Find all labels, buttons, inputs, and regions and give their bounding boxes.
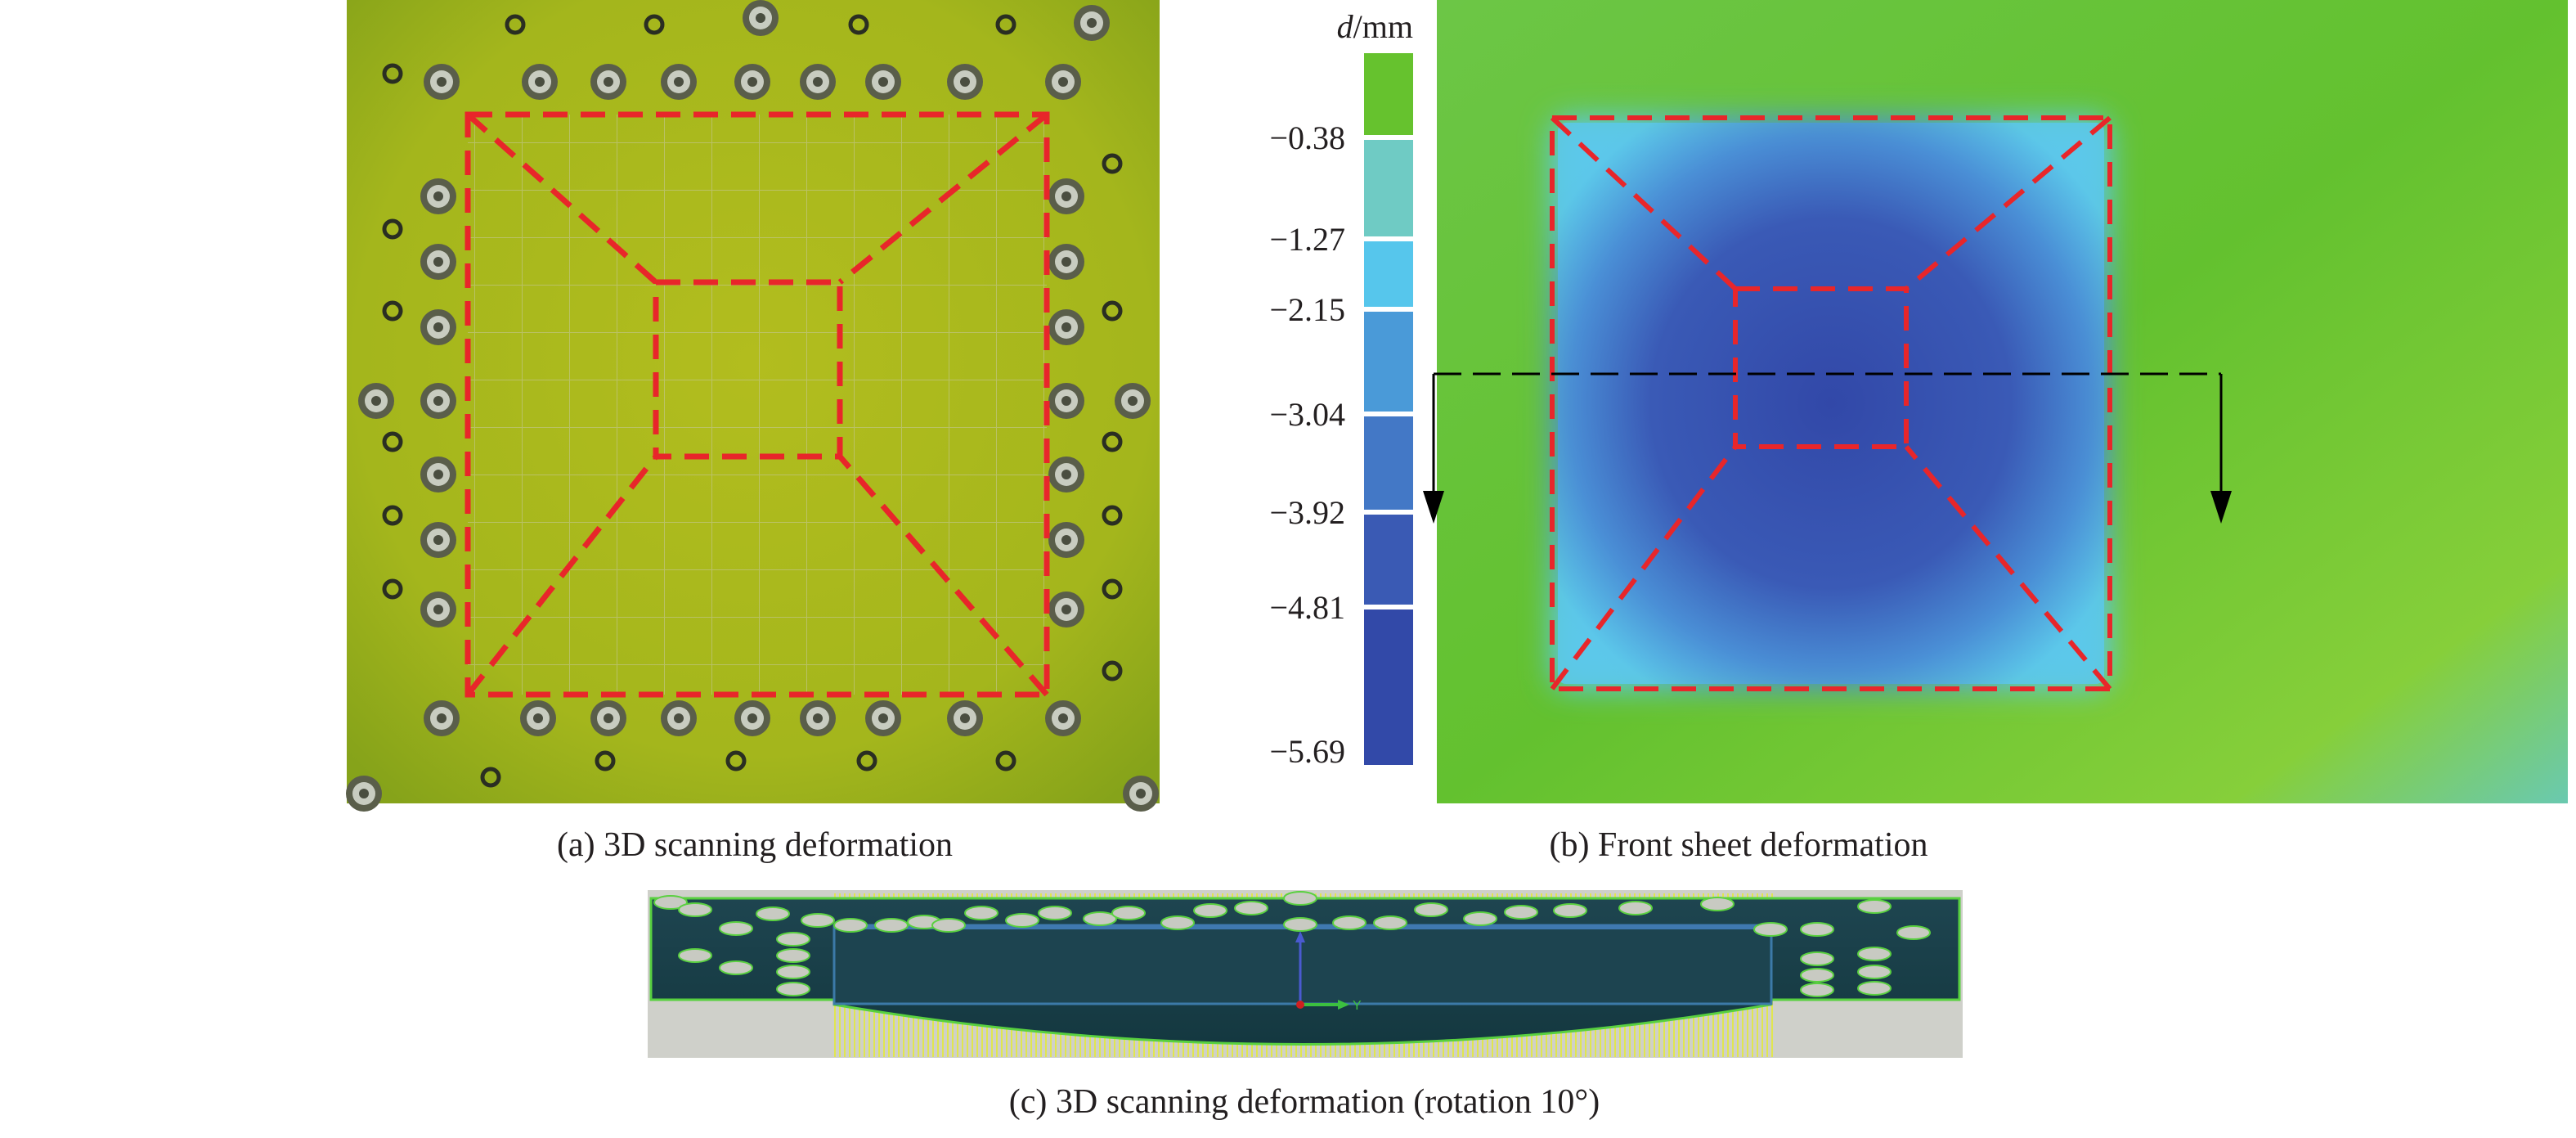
colorbar-blocks xyxy=(1364,53,1413,765)
marker-hole xyxy=(1618,901,1653,915)
hole-ring-icon xyxy=(1102,153,1123,174)
marker-hole xyxy=(1753,922,1788,937)
marker-hole xyxy=(1038,906,1072,920)
hole-ring-icon xyxy=(725,750,747,771)
red-dashed-outline-b xyxy=(1550,115,2112,691)
colorbar-block xyxy=(1364,140,1413,236)
hole-ring-icon xyxy=(848,14,869,35)
marker-hole xyxy=(1463,911,1497,926)
axis-y-label: Y xyxy=(1353,999,1362,1013)
marker-hole xyxy=(801,913,835,928)
hole-ring-icon xyxy=(382,431,403,452)
marker-hole xyxy=(1857,965,1892,979)
hole-ring-icon xyxy=(1102,431,1123,452)
marker-hole xyxy=(1160,915,1195,930)
hole-ring-icon xyxy=(505,14,526,35)
colorbar-block xyxy=(1364,515,1413,605)
marker-hole xyxy=(776,948,810,963)
colorbar-block xyxy=(1364,609,1413,765)
colorbar: d/mm −0.38 −1.27 −2.15 −3.04 −3.92 −4.81 −5.69 xyxy=(1269,8,1413,770)
marker-hole xyxy=(1005,913,1039,928)
colorbar-tick-label: −3.92 xyxy=(1269,494,1345,531)
hole-ring-icon xyxy=(1102,505,1123,526)
marker-hole xyxy=(1553,903,1587,918)
colorbar-tick-label: −3.04 xyxy=(1269,396,1345,433)
marker-hole xyxy=(756,906,790,921)
marker-hole xyxy=(776,965,810,979)
hole-ring-icon xyxy=(480,767,501,788)
marker-hole xyxy=(1283,917,1317,932)
marker-hole xyxy=(678,948,712,963)
marker-hole xyxy=(1800,983,1834,997)
marker-hole xyxy=(1414,902,1448,917)
marker-hole xyxy=(1083,911,1117,926)
panel-a-photo xyxy=(346,0,1160,812)
marker-hole xyxy=(776,982,810,996)
hole-ring-icon xyxy=(382,578,403,600)
marker-hole xyxy=(1857,947,1892,961)
colorbar-block xyxy=(1364,416,1413,510)
arrow-down-icon xyxy=(2210,491,2232,524)
marker-hole xyxy=(678,902,712,917)
colorbar-block xyxy=(1364,241,1413,307)
colorbar-tick-label: −5.69 xyxy=(1269,733,1345,770)
marker-hole xyxy=(874,918,909,933)
marker-hole xyxy=(1800,968,1834,983)
marker-hole xyxy=(1857,981,1892,996)
marker-hole xyxy=(776,932,810,947)
marker-hole xyxy=(1857,899,1892,914)
section-line xyxy=(1423,372,2232,524)
marker-holes xyxy=(653,891,1931,997)
marker-hole xyxy=(1504,905,1538,920)
marker-hole xyxy=(1373,915,1407,930)
colorbar-tick-label: −0.38 xyxy=(1269,119,1345,156)
caption-b: (b) Front sheet deformation xyxy=(1549,826,1928,864)
marker-hole xyxy=(1700,897,1735,911)
hole-ring-icon xyxy=(595,750,616,771)
marker-hole xyxy=(719,921,753,936)
colorbar-block xyxy=(1364,312,1413,412)
marker-hole xyxy=(1896,925,1931,940)
hole-ring-icon xyxy=(1102,578,1123,600)
axis-triad: Y xyxy=(1295,931,1362,1013)
red-dashed-outline xyxy=(464,111,1050,698)
hole-ring-icon xyxy=(995,750,1016,771)
bolt-group xyxy=(346,0,1159,812)
marker-hole xyxy=(1332,915,1367,930)
hole-ring-icon xyxy=(995,14,1016,35)
hole-ring-icon xyxy=(382,218,403,240)
marker-hole xyxy=(964,906,999,920)
marker-hole xyxy=(1111,906,1146,920)
marker-hole xyxy=(653,895,688,910)
hole-ring-icon xyxy=(382,300,403,322)
marker-hole xyxy=(833,918,868,933)
hole-ring-icon xyxy=(382,63,403,84)
colorbar-tick-label: −4.81 xyxy=(1269,589,1345,626)
colorbar-tick-label: −2.15 xyxy=(1269,291,1345,328)
hole-ring-icon xyxy=(1102,300,1123,322)
marker-hole xyxy=(719,960,753,975)
hole-ring-icon xyxy=(382,505,403,526)
hole-ring-icon xyxy=(856,750,877,771)
marker-hole xyxy=(1800,951,1834,966)
marker-hole xyxy=(1800,922,1834,937)
deformed-region-core xyxy=(1558,123,2104,684)
arrow-down-icon xyxy=(1423,491,1444,524)
colorbar-tick-labels: −0.38 −1.27 −2.15 −3.04 −3.92 −4.81 −5.69 xyxy=(1269,119,1345,770)
colorbar-tick-label: −1.27 xyxy=(1269,221,1345,258)
hole-ring-icon xyxy=(1102,660,1123,681)
hole-ring-icon xyxy=(644,14,665,35)
marker-hole xyxy=(931,918,966,933)
marker-hole xyxy=(1234,901,1268,915)
panel-c-scan: Y xyxy=(648,890,1963,1058)
caption-a: (a) 3D scanning deformation xyxy=(557,826,953,864)
marker-hole xyxy=(1283,891,1317,906)
grid-lines xyxy=(468,115,1047,695)
caption-c: (c) 3D scanning deformation (rotation 10… xyxy=(1009,1083,1600,1121)
colorbar-block xyxy=(1364,53,1413,135)
colorbar-title: d/mm xyxy=(1337,8,1413,45)
panel-b-contour xyxy=(1423,0,2568,803)
marker-hole xyxy=(1193,903,1227,918)
